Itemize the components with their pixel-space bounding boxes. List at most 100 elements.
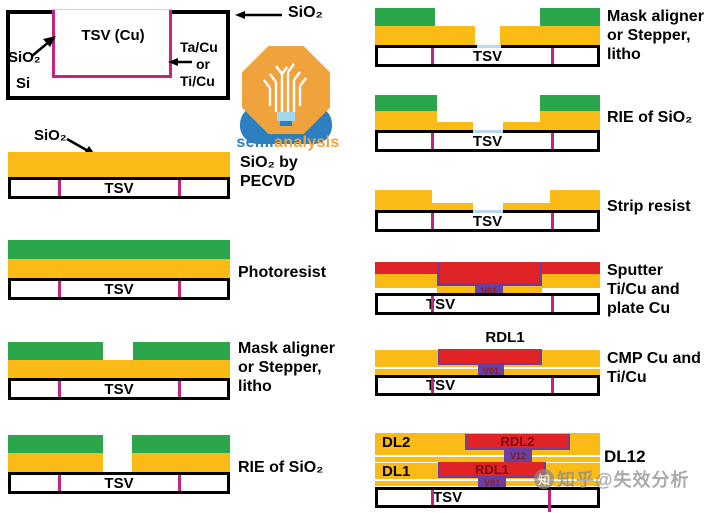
exposed-gap-line [473, 210, 503, 213]
ticu-label: Ti/Cu [180, 73, 215, 89]
caption-litho-left: Mask aligner or Stepper, litho [238, 340, 335, 395]
tsv-via-right [551, 378, 554, 393]
caption-rie-right: RIE of SiO₂ [607, 109, 693, 126]
via-v01: V01 [478, 365, 504, 376]
step-litho-right: TSV Mask aligner or Stepper, litho [372, 4, 721, 76]
tsv-via-left [431, 133, 434, 149]
v01-label: V01 [480, 285, 497, 296]
tsv-via-left [431, 48, 434, 64]
tsv-via-left [431, 378, 434, 393]
tsv-substrate: TSV [375, 130, 600, 152]
cu-trench-fill [437, 262, 542, 286]
caption-photoresist: Photoresist [238, 264, 327, 281]
rdl1-label: RDL1 [475, 461, 509, 477]
dl2-thin-strip [375, 457, 600, 462]
tsv-substrate: TSV [8, 278, 230, 300]
v01-label: V01 [483, 478, 500, 488]
arrow-liner-icon [168, 58, 192, 66]
arrow-sio2-liner-icon [31, 36, 56, 57]
tsv-via-right [551, 296, 554, 312]
tsv-trench [52, 10, 172, 78]
step-pecvd: SiO₂ TSV SiO₂ by PECVD [6, 126, 352, 204]
sio2-trench-floor-left [437, 122, 473, 130]
tsv-substrate: TSV [375, 293, 600, 315]
tsv-via-right [178, 180, 181, 196]
sio2-right [500, 26, 600, 45]
step-rie-left: TSV RIE of SiO₂ [6, 431, 352, 499]
watermark-text: 知乎@失效分析 [557, 470, 690, 490]
sio2-trench-floor-right [503, 203, 550, 210]
si-label: Si [16, 75, 31, 92]
v01-label: V01 [482, 365, 499, 376]
sio2-left-tall [375, 111, 437, 130]
photoresist-left [8, 435, 103, 453]
photoresist-right [540, 95, 600, 111]
photoresist-layer [8, 240, 230, 259]
sio2-right-tall [540, 111, 600, 130]
tsv-via-left [58, 475, 61, 491]
sio2-left-label: SiO₂ [8, 49, 41, 66]
rdl2-line: RDL2 [465, 434, 570, 450]
tsv-substrate: TSV [375, 45, 600, 67]
tsv-via-left [58, 180, 61, 196]
step-tsv-start: TSV (Cu) SiO₂ Si Ta/Cu or Ti/Cu SiO₂ [6, 4, 352, 154]
tsv-via-left [58, 381, 61, 397]
rdl1-title: RDL1 [485, 329, 525, 346]
watermark: 知 知乎@失效分析 [534, 466, 690, 492]
sio2-pecvd-label: SiO₂ [34, 127, 67, 144]
tsv-via-right [178, 281, 181, 297]
tsv-via-left [431, 490, 434, 505]
tsv-substrate: TSV [375, 375, 600, 396]
tsv-via-left [431, 213, 434, 229]
tsv-substrate: TSV [8, 472, 230, 494]
caption-rie-left: RIE of SiO₂ [238, 459, 324, 476]
tsv-via-right [551, 213, 554, 229]
step-strip-resist: TSV Strip resist [372, 186, 721, 248]
sio2-left-tall [375, 274, 437, 288]
caption-litho-right: Mask aligner or Stepper, litho [607, 8, 704, 63]
tsv-label: TSV [104, 380, 134, 398]
step-photoresist: TSV Photoresist [6, 238, 352, 304]
caption-sputter: Sputter Ti/Cu and plate Cu [607, 262, 680, 317]
sio2-layer [8, 360, 230, 378]
tsv-via-left [431, 296, 434, 312]
sio2-left [8, 453, 103, 472]
v12-label: V12 [509, 450, 526, 461]
via-v12: V12 [504, 449, 532, 462]
sio2-top-label: SiO₂ [288, 4, 323, 21]
semianalysis-logo: semianalysis [226, 46, 350, 154]
tsv-via-right [551, 48, 554, 64]
sio2-left-tall [375, 190, 432, 210]
tsv-via-right [551, 133, 554, 149]
tsv-label: TSV [104, 474, 134, 492]
sio2-left [375, 26, 475, 45]
caption-cmp: CMP Cu and Ti/Cu [607, 350, 701, 386]
exposed-gap-line [473, 130, 503, 133]
tsv-substrate: TSV [375, 210, 600, 232]
sio2-trench-floor-left [437, 286, 475, 293]
sio2-right-tall [550, 190, 600, 210]
photoresist-right [132, 435, 230, 453]
sio2-trench-floor-left [432, 203, 473, 210]
sio2-right-tall [542, 274, 600, 288]
tacu-label: Ta/Cu [180, 39, 218, 55]
photoresist-right [540, 8, 600, 26]
photoresist-left [375, 95, 437, 111]
tsv-label: TSV [472, 132, 503, 150]
logo-text-semi: semi [236, 134, 275, 151]
logo-circuit-tree-icon [263, 63, 307, 126]
tsv-substrate: TSV [375, 487, 600, 508]
sio2-trench-floor-right [503, 286, 542, 293]
tsv-label: TSV [472, 212, 503, 230]
tsv-label: TSV [472, 47, 503, 65]
tsv-label: TSV [433, 489, 463, 506]
tsv-via-left [58, 281, 61, 297]
tsv-substrate: TSV [8, 378, 230, 400]
via-v01: V01 [478, 477, 506, 489]
step-rie-right: TSV RIE of SiO₂ [372, 91, 721, 157]
rdl2-label: RDL2 [500, 433, 535, 449]
step-sputter-plate: V01 TSV Sputter Ti/Cu and plate Cu [372, 258, 721, 322]
tsv-via-right [178, 381, 181, 397]
tsv-via-right [548, 490, 551, 512]
